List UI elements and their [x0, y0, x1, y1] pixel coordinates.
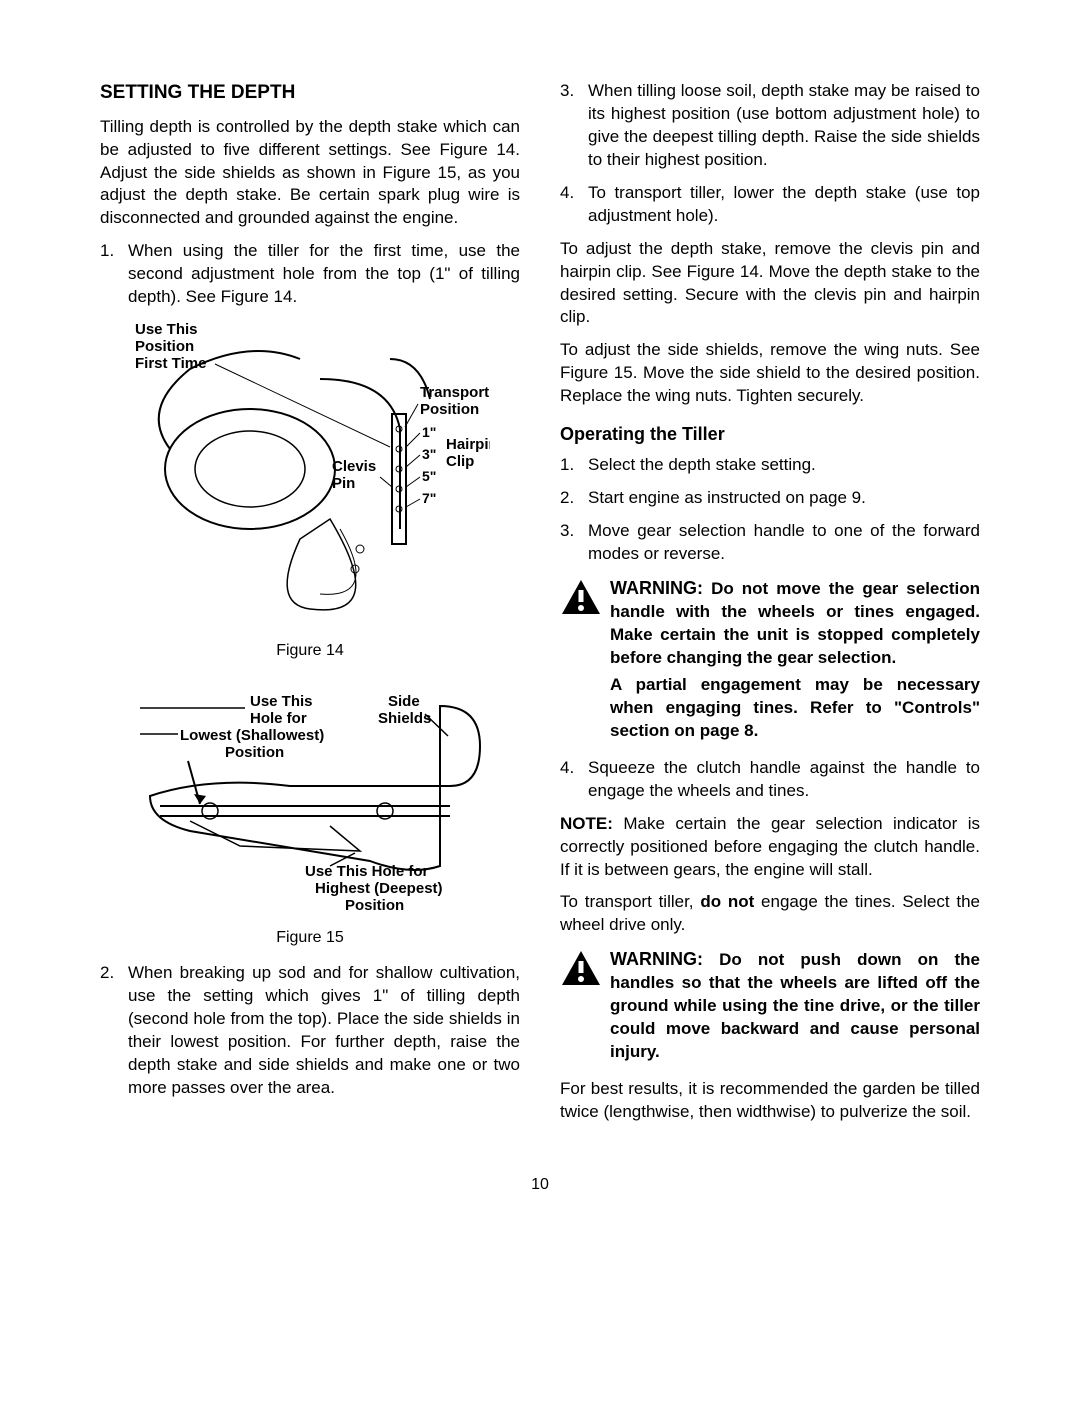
step-4-text: To transport tiller, lower the depth sta…	[588, 182, 980, 228]
step-1-num: 1.	[100, 240, 128, 309]
transport-lead: To transport tiller,	[560, 892, 700, 911]
op-step-4: 4. Squeeze the clutch handle against the…	[560, 757, 980, 803]
fig15-label-position2: Position	[345, 897, 404, 914]
fig15-label-lowest: Lowest (Shallowest)	[180, 727, 324, 744]
op-step-1-text: Select the depth stake setting.	[588, 454, 980, 477]
warning-2-text: WARNING: Do not push down on the handles…	[610, 947, 980, 1064]
step-3-num: 3.	[560, 80, 588, 172]
warning-1-lead: WARNING:	[610, 578, 703, 598]
figure-15-caption: Figure 15	[100, 927, 520, 949]
warning-2-lead: WARNING:	[610, 949, 703, 969]
fig14-label-1in: 1"	[422, 424, 436, 440]
page-number: 10	[100, 1174, 980, 1196]
fig14-label-7in: 7"	[422, 490, 436, 506]
step-3-text: When tilling loose soil, depth stake may…	[588, 80, 980, 172]
figure-15-svg: Use This Hole for Lowest (Shallowest) Po…	[130, 676, 490, 916]
fig14-label-3in: 3"	[422, 446, 436, 462]
op-step-2-num: 2.	[560, 487, 588, 510]
fig15-label-side: Side	[388, 693, 420, 710]
transport-paragraph: To transport tiller, do not engage the t…	[560, 891, 980, 937]
op-step-2-text: Start engine as instructed on page 9.	[588, 487, 980, 510]
intro-paragraph: Tilling depth is controlled by the depth…	[100, 116, 520, 231]
step-1: 1. When using the tiller for the first t…	[100, 240, 520, 309]
step-2-text: When breaking up sod and for shallow cul…	[128, 962, 520, 1100]
fig15-label-highest: Highest (Deepest)	[315, 880, 443, 897]
fig14-label-first-time: First Time	[135, 355, 206, 372]
final-paragraph: For best results, it is recommended the …	[560, 1078, 980, 1124]
op-step-2: 2. Start engine as instructed on page 9.	[560, 487, 980, 510]
fig14-label-clip: Clip	[446, 453, 474, 470]
op-step-3-text: Move gear selection handle to one of the…	[588, 520, 980, 566]
figure-14-caption: Figure 14	[100, 640, 520, 662]
op-step-4-num: 4.	[560, 757, 588, 803]
adjust-para-2: To adjust the side shields, remove the w…	[560, 339, 980, 408]
step-2: 2. When breaking up sod and for shallow …	[100, 962, 520, 1100]
fig14-label-use-this: Use This	[135, 321, 198, 338]
step-2-num: 2.	[100, 962, 128, 1100]
step-3: 3. When tilling loose soil, depth stake …	[560, 80, 980, 172]
fig15-label-shields: Shields	[378, 710, 431, 727]
adjust-para-1: To adjust the depth stake, remove the cl…	[560, 238, 980, 330]
right-steps-cont: 3. When tilling loose soil, depth stake …	[560, 80, 980, 228]
step-4-num: 4.	[560, 182, 588, 228]
heading-operating-tiller: Operating the Tiller	[560, 422, 980, 446]
fig14-label-position: Position	[135, 338, 194, 355]
note-paragraph: NOTE: Make certain the gear selection in…	[560, 813, 980, 882]
warning-1: WARNING: Do not move the gear selection …	[560, 576, 980, 743]
op-step-1: 1. Select the depth stake setting.	[560, 454, 980, 477]
left-column: SETTING THE DEPTH Tilling depth is contr…	[100, 80, 520, 1134]
fig15-label-hole-for: Hole for	[250, 710, 307, 727]
op-step-4-text: Squeeze the clutch handle against the ha…	[588, 757, 980, 803]
figure-14-block: Use This Position First Time Transport P…	[100, 319, 520, 662]
warning-triangle-icon	[560, 576, 610, 743]
fig14-label-pin: Pin	[332, 475, 355, 492]
left-steps-1: 1. When using the tiller for the first t…	[100, 240, 520, 309]
fig15-label-use-this2: Use This Hole for	[305, 863, 429, 880]
fig14-label-position2: Position	[420, 401, 479, 418]
fig14-label-hairpin: Hairpin	[446, 436, 490, 453]
note-lead: NOTE:	[560, 814, 613, 833]
heading-setting-depth: SETTING THE DEPTH	[100, 80, 520, 106]
fig14-label-transport: Transport	[420, 384, 489, 401]
transport-bold: do not	[700, 892, 754, 911]
op-step-1-num: 1.	[560, 454, 588, 477]
figure-14-svg: Use This Position First Time Transport P…	[130, 319, 490, 629]
op-step-3-num: 3.	[560, 520, 588, 566]
warning-2: WARNING: Do not push down on the handles…	[560, 947, 980, 1064]
step-4: 4. To transport tiller, lower the depth …	[560, 182, 980, 228]
figure-15-block: Use This Hole for Lowest (Shallowest) Po…	[100, 676, 520, 949]
warning-1-body2: A partial engagement may be necessary wh…	[610, 674, 980, 743]
note-body: Make certain the gear selection indicato…	[560, 814, 980, 879]
step-1-text: When using the tiller for the first time…	[128, 240, 520, 309]
warning-1-text: WARNING: Do not move the gear selection …	[610, 576, 980, 743]
fig14-label-5in: 5"	[422, 468, 436, 484]
fig14-label-clevis: Clevis	[332, 458, 376, 475]
left-steps-2: 2. When breaking up sod and for shallow …	[100, 962, 520, 1100]
two-column-layout: SETTING THE DEPTH Tilling depth is contr…	[100, 80, 980, 1134]
op-step-3: 3. Move gear selection handle to one of …	[560, 520, 980, 566]
right-column: 3. When tilling loose soil, depth stake …	[560, 80, 980, 1134]
fig15-label-use-this: Use This	[250, 693, 313, 710]
fig15-label-position: Position	[225, 744, 284, 761]
operating-steps: 1. Select the depth stake setting. 2. St…	[560, 454, 980, 566]
warning-triangle-icon-2	[560, 947, 610, 1064]
operating-steps-cont: 4. Squeeze the clutch handle against the…	[560, 757, 980, 803]
